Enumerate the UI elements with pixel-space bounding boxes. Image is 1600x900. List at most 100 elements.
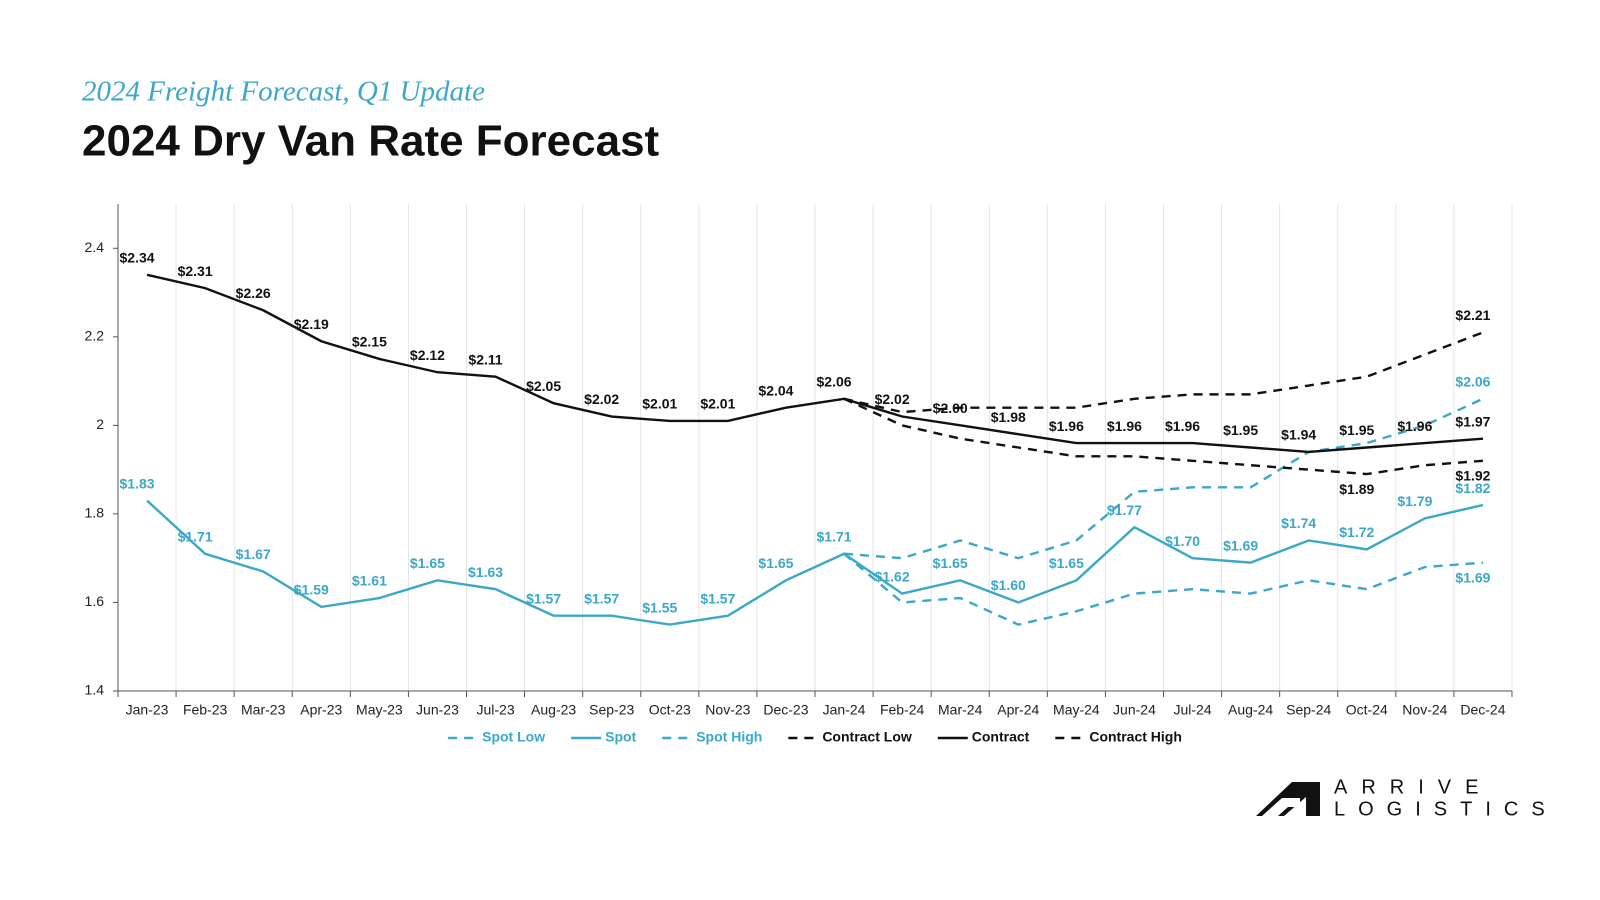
data-label: $1.57 — [700, 590, 735, 606]
data-label: $1.59 — [294, 582, 329, 598]
x-tick-label: Nov-24 — [1402, 702, 1447, 718]
data-label: $2.15 — [352, 334, 387, 350]
data-label: $1.63 — [468, 564, 503, 580]
data-label: $1.70 — [1165, 533, 1200, 549]
x-tick-label: Oct-24 — [1346, 702, 1388, 718]
data-label: $1.62 — [875, 568, 910, 584]
data-label: $2.01 — [700, 396, 735, 412]
data-label: $1.65 — [933, 555, 968, 571]
x-tick-label: Jan-23 — [126, 702, 169, 718]
data-label: $1.96 — [1165, 418, 1200, 434]
x-tick-label: May-23 — [356, 702, 403, 718]
y-tick-label: 2.4 — [85, 239, 105, 255]
data-label: $1.89 — [1339, 481, 1374, 497]
x-tick-label: Apr-23 — [300, 702, 342, 718]
legend-label: Contract Low — [822, 729, 912, 745]
data-label: $1.96 — [1049, 418, 1084, 434]
x-tick-label: Sep-24 — [1286, 702, 1331, 718]
legend-label: Spot Low — [482, 729, 545, 745]
data-label: $2.04 — [758, 382, 793, 398]
x-tick-label: Apr-24 — [997, 702, 1039, 718]
legend-label: Spot — [605, 729, 636, 745]
data-label: $1.55 — [642, 599, 677, 615]
data-label: $1.71 — [817, 528, 852, 544]
data-label: $1.65 — [410, 555, 445, 571]
data-label: $2.12 — [410, 347, 445, 363]
x-tick-label: Jun-24 — [1113, 702, 1156, 718]
data-label: $1.82 — [1455, 480, 1490, 496]
x-tick-label: Dec-23 — [763, 702, 808, 718]
series-line — [843, 552, 1484, 626]
data-label: $2.01 — [642, 396, 677, 412]
data-label: $1.72 — [1339, 524, 1374, 540]
x-tick-label: Mar-23 — [241, 702, 286, 718]
data-label: $1.60 — [991, 577, 1026, 593]
data-label: $1.79 — [1397, 493, 1432, 509]
data-label: $2.00 — [933, 400, 968, 416]
x-tick-label: Jul-24 — [1173, 702, 1211, 718]
y-tick-label: 1.6 — [85, 593, 105, 609]
data-label: $2.06 — [1455, 374, 1490, 390]
data-label: $2.02 — [875, 391, 910, 407]
legend-label: Contract High — [1089, 729, 1182, 745]
x-tick-label: Feb-23 — [183, 702, 228, 718]
chart-title: 2024 Dry Van Rate Forecast — [82, 117, 660, 166]
data-label: $1.57 — [526, 590, 561, 606]
data-label: $1.97 — [1455, 413, 1490, 429]
data-label: $2.31 — [178, 263, 213, 279]
data-label: $1.96 — [1107, 418, 1142, 434]
data-label: $2.19 — [294, 316, 329, 332]
y-tick-label: 1.8 — [85, 505, 105, 521]
x-tick-label: Feb-24 — [880, 702, 925, 718]
logo-mark-cut — [1262, 798, 1300, 816]
x-tick-label: Oct-23 — [649, 702, 691, 718]
x-tick-label: Mar-24 — [938, 702, 983, 718]
data-label: $1.74 — [1281, 515, 1316, 531]
data-label: $1.65 — [758, 555, 793, 571]
y-tick-label: 2.2 — [85, 328, 105, 344]
data-label: $1.71 — [178, 528, 213, 544]
series-line — [843, 331, 1484, 414]
logo: ARRIVE LOGISTICS — [1256, 776, 1558, 820]
legend-label: Contract — [972, 729, 1030, 745]
x-tick-label: Aug-23 — [531, 702, 576, 718]
x-tick-label: Jul-23 — [476, 702, 514, 718]
data-label: $1.92 — [1455, 467, 1490, 483]
chart-subtitle: 2024 Freight Forecast, Q1 Update — [82, 76, 485, 108]
data-label: $1.96 — [1397, 418, 1432, 434]
legend: Spot Low Spot Spot High Contract Low Contrac… — [448, 729, 1182, 745]
data-label: $1.57 — [584, 590, 619, 606]
data-label: $1.69 — [1223, 537, 1258, 553]
data-label: $2.02 — [584, 391, 619, 407]
y-tick-label: 2 — [96, 416, 104, 432]
x-tick-label: Dec-24 — [1460, 702, 1505, 718]
data-label: $1.83 — [120, 475, 155, 491]
data-label: $2.11 — [468, 351, 502, 367]
x-tick-label: Nov-23 — [705, 702, 750, 718]
data-label: $1.61 — [352, 573, 387, 589]
series-line — [146, 499, 1484, 626]
data-label: $1.65 — [1049, 555, 1084, 571]
data-label: $1.95 — [1339, 422, 1374, 438]
x-tick-label: Sep-23 — [589, 702, 634, 718]
data-label: $2.34 — [120, 250, 155, 266]
brand-line2: LOGISTICS — [1334, 798, 1558, 820]
x-tick-label: May-24 — [1053, 702, 1100, 718]
data-label: $1.67 — [236, 546, 271, 562]
x-tick-label: Jun-23 — [416, 702, 459, 718]
data-label: $2.05 — [526, 378, 561, 394]
brand-line1: ARRIVE — [1334, 776, 1492, 798]
data-label: $1.98 — [991, 409, 1026, 425]
series-line — [146, 273, 1484, 454]
data-label: $1.95 — [1223, 422, 1258, 438]
x-tick-label: Aug-24 — [1228, 702, 1273, 718]
data-label: $2.26 — [236, 285, 271, 301]
y-tick-label: 1.4 — [85, 682, 105, 698]
data-label: $1.77 — [1107, 502, 1142, 518]
series-line — [843, 397, 1484, 476]
data-label: $1.69 — [1455, 569, 1490, 585]
data-label: $2.21 — [1455, 307, 1490, 323]
data-label: $2.06 — [817, 374, 852, 390]
data-label: $1.94 — [1281, 427, 1316, 443]
